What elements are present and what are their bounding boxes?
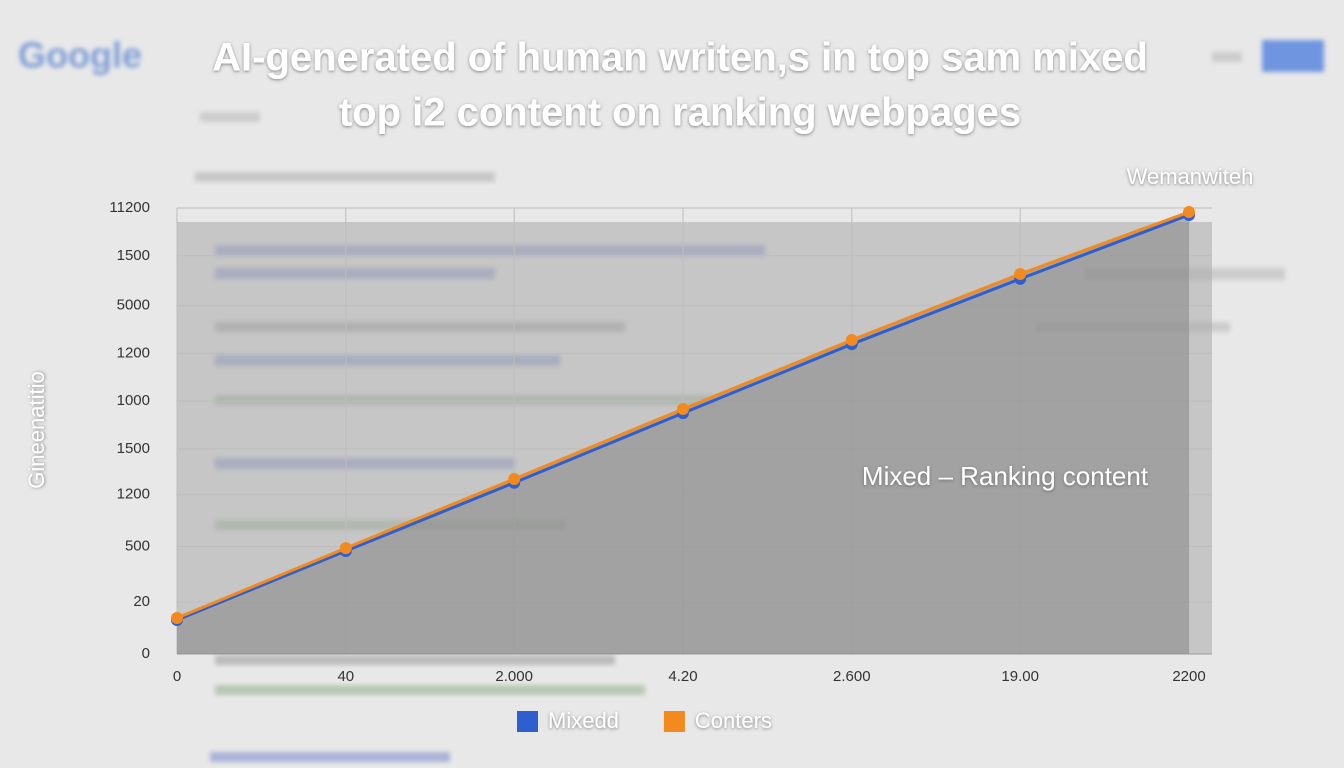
- y-tick-label: 11200: [109, 199, 150, 216]
- x-tick-label: 2.600: [833, 668, 871, 685]
- chart-title: top i2 content on ranking webpages: [339, 91, 1021, 135]
- bg-tabs: [195, 172, 495, 182]
- y-tick-label: 1500: [117, 440, 150, 457]
- area: [177, 211, 1189, 654]
- bg-text: [215, 655, 615, 665]
- point: [339, 542, 352, 555]
- bg-text: [215, 685, 645, 695]
- y-tick-label: 1200: [117, 486, 150, 503]
- x-tick-label: 4.20: [668, 668, 697, 685]
- annotation: Mixed – Ranking content: [862, 461, 1149, 491]
- point: [171, 612, 183, 625]
- legend-label: Mixedd: [548, 708, 619, 733]
- x-tick-label: 0: [173, 668, 181, 685]
- search-button: [1262, 40, 1324, 72]
- y-tick-label: 1200: [117, 344, 150, 361]
- brand-logo: Google: [18, 35, 142, 76]
- legend: Mixedd Conters: [517, 708, 772, 733]
- y-tick-label: 20: [133, 593, 150, 610]
- x-tick-label: 19.00: [1001, 668, 1039, 685]
- bg-text: [200, 112, 260, 122]
- y-tick-label: 0: [142, 645, 150, 662]
- chart-title: AI-generated of human writen,s in top sa…: [212, 36, 1148, 80]
- legend-swatch: [517, 711, 538, 732]
- point: [1183, 205, 1195, 218]
- bg-link: [210, 752, 450, 762]
- plot: 0 20 500 1200 1500 1000 1200 5000 1500 11200 0 40 2.…: [109, 199, 1212, 685]
- point: [845, 334, 858, 347]
- y-tick-label: 1000: [117, 392, 150, 409]
- point: [508, 472, 521, 485]
- bg-text: [1212, 52, 1242, 62]
- y-axis-label: Gineenatitio: [24, 371, 49, 488]
- y-tick-label: 500: [125, 537, 150, 554]
- y-tick-label: 1500: [117, 247, 150, 264]
- x-tick-label: 40: [337, 668, 354, 685]
- legend-swatch: [663, 711, 685, 732]
- legend-label: Conters: [695, 708, 772, 733]
- point: [677, 403, 689, 416]
- annotation: Wemanwiteh: [1127, 164, 1254, 189]
- x-tick-label: 2200: [1172, 668, 1205, 685]
- y-tick-label: 5000: [117, 297, 150, 314]
- x-tick-label: 2.000: [495, 668, 533, 685]
- point: [1014, 267, 1027, 280]
